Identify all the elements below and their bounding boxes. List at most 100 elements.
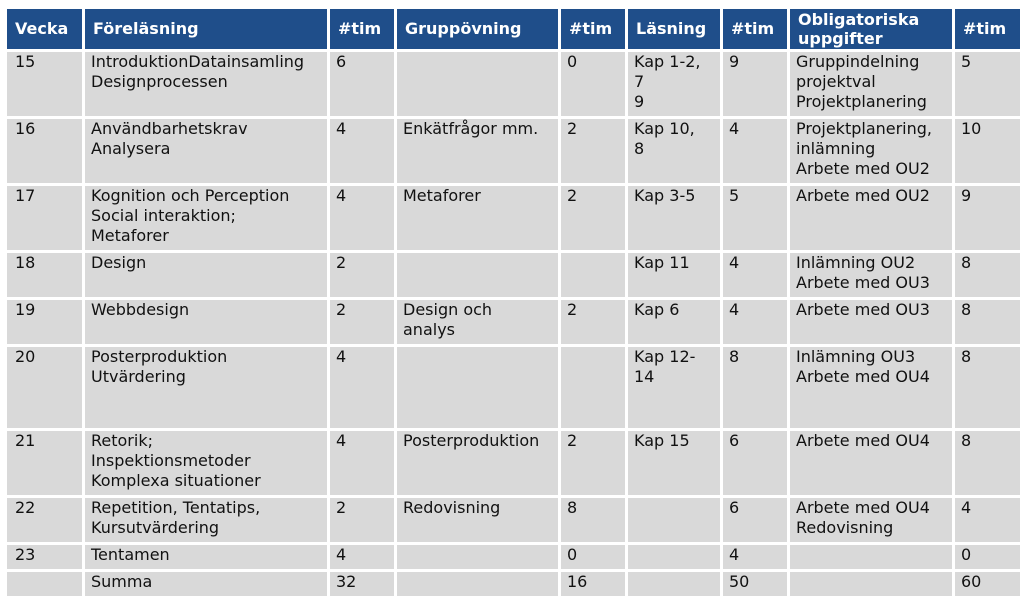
cell-uppgifter: Arbete med OU2 bbox=[790, 186, 952, 250]
cell-tim-lasning: 5 bbox=[723, 186, 787, 250]
summary-row: Summa 32 16 50 60 bbox=[7, 572, 1020, 596]
cell-tim-forelasning: 4 bbox=[330, 186, 394, 250]
cell-gruppovning: Enkätfrågor mm. bbox=[397, 119, 558, 183]
cell-tim-forelasning: 2 bbox=[330, 253, 394, 297]
table-row: 15 IntroduktionDatainsamling Designproces… bbox=[7, 52, 1020, 116]
cell-tim-uppgifter: 60 bbox=[955, 572, 1020, 596]
col-header-lasning: Läsning bbox=[628, 9, 720, 49]
cell-vecka: 16 bbox=[7, 119, 82, 183]
cell-tim-uppgifter: 8 bbox=[955, 300, 1020, 344]
schedule-table: Vecka Föreläsning #tim Gruppövning #tim … bbox=[4, 6, 1023, 599]
cell-lasning: Kap 12- 14 bbox=[628, 347, 720, 428]
cell-vecka: 15 bbox=[7, 52, 82, 116]
cell-tim-lasning: 6 bbox=[723, 431, 787, 495]
cell-tim-lasning: 4 bbox=[723, 300, 787, 344]
cell-uppgifter: Arbete med OU3 bbox=[790, 300, 952, 344]
cell-tim-forelasning: 4 bbox=[330, 545, 394, 569]
cell-tim-lasning: 6 bbox=[723, 498, 787, 542]
cell-lasning: Kap 11 bbox=[628, 253, 720, 297]
cell-gruppovning bbox=[397, 253, 558, 297]
cell-tim-gruppovning bbox=[561, 347, 625, 428]
cell-tim-uppgifter: 4 bbox=[955, 498, 1020, 542]
cell-vecka: 20 bbox=[7, 347, 82, 428]
table-row: 22 Repetition, Tentatips, Kursutvärdering… bbox=[7, 498, 1020, 542]
cell-tim-forelasning: 4 bbox=[330, 347, 394, 428]
cell-vecka: 17 bbox=[7, 186, 82, 250]
table-row: 20 Posterproduktion Utvärdering 4 Kap 12- 1… bbox=[7, 347, 1020, 428]
cell-uppgifter bbox=[790, 572, 952, 596]
cell-gruppovning bbox=[397, 545, 558, 569]
cell-tim-uppgifter: 8 bbox=[955, 347, 1020, 428]
table-row: 16 Användbarhetskrav Analysera 4 Enkätfrågo… bbox=[7, 119, 1020, 183]
cell-gruppovning bbox=[397, 572, 558, 596]
cell-tim-gruppovning: 0 bbox=[561, 52, 625, 116]
cell-tim-forelasning: 2 bbox=[330, 300, 394, 344]
cell-tim-lasning: 4 bbox=[723, 545, 787, 569]
cell-forelasning: Repetition, Tentatips, Kursutvärdering bbox=[85, 498, 327, 542]
cell-lasning: Kap 15 bbox=[628, 431, 720, 495]
cell-vecka: 19 bbox=[7, 300, 82, 344]
cell-gruppovning: Redovisning bbox=[397, 498, 558, 542]
col-header-tim-forelasning: #tim bbox=[330, 9, 394, 49]
cell-vecka: 21 bbox=[7, 431, 82, 495]
col-header-forelasning: Föreläsning bbox=[85, 9, 327, 49]
cell-tim-uppgifter: 10 bbox=[955, 119, 1020, 183]
cell-forelasning: Användbarhetskrav Analysera bbox=[85, 119, 327, 183]
cell-lasning: Kap 3-5 bbox=[628, 186, 720, 250]
table-row: 19 Webbdesign 2 Design och analys 2 Kap 6 4 Arb… bbox=[7, 300, 1020, 344]
cell-forelasning: IntroduktionDatainsamling Designprocesse… bbox=[85, 52, 327, 116]
cell-forelasning: Webbdesign bbox=[85, 300, 327, 344]
cell-forelasning: Posterproduktion Utvärdering bbox=[85, 347, 327, 428]
cell-tim-uppgifter: 9 bbox=[955, 186, 1020, 250]
col-header-gruppovning: Gruppövning bbox=[397, 9, 558, 49]
cell-uppgifter: Gruppindelning projektval Projektplaneri… bbox=[790, 52, 952, 116]
table-body: 15 IntroduktionDatainsamling Designproces… bbox=[7, 52, 1020, 596]
cell-forelasning: Retorik; Inspektionsmetoder Komplexa sit… bbox=[85, 431, 327, 495]
cell-tim-uppgifter: 8 bbox=[955, 431, 1020, 495]
cell-tim-lasning: 4 bbox=[723, 253, 787, 297]
cell-lasning: Kap 1-2, 7 9 bbox=[628, 52, 720, 116]
cell-uppgifter: Projektplanering, inlämning Arbete med O… bbox=[790, 119, 952, 183]
col-header-vecka: Vecka bbox=[7, 9, 82, 49]
cell-tim-lasning: 50 bbox=[723, 572, 787, 596]
cell-uppgifter: Arbete med OU4 bbox=[790, 431, 952, 495]
cell-tim-gruppovning: 2 bbox=[561, 186, 625, 250]
cell-vecka: 18 bbox=[7, 253, 82, 297]
header-row: Vecka Föreläsning #tim Gruppövning #tim … bbox=[7, 9, 1020, 49]
cell-tim-uppgifter: 0 bbox=[955, 545, 1020, 569]
cell-uppgifter bbox=[790, 545, 952, 569]
cell-tim-lasning: 8 bbox=[723, 347, 787, 428]
cell-vecka: 22 bbox=[7, 498, 82, 542]
cell-tim-forelasning: 4 bbox=[330, 119, 394, 183]
col-header-tim-gruppovning: #tim bbox=[561, 9, 625, 49]
cell-forelasning: Design bbox=[85, 253, 327, 297]
cell-tim-gruppovning: 2 bbox=[561, 431, 625, 495]
cell-tim-forelasning: 32 bbox=[330, 572, 394, 596]
cell-lasning: Kap 10, 8 bbox=[628, 119, 720, 183]
cell-tim-forelasning: 6 bbox=[330, 52, 394, 116]
cell-gruppovning: Metaforer bbox=[397, 186, 558, 250]
cell-tim-gruppovning: 2 bbox=[561, 119, 625, 183]
cell-tim-gruppovning: 0 bbox=[561, 545, 625, 569]
table-row: 17 Kognition och Perception Social intera… bbox=[7, 186, 1020, 250]
cell-uppgifter: Inlämning OU3 Arbete med OU4 bbox=[790, 347, 952, 428]
cell-lasning bbox=[628, 572, 720, 596]
cell-forelasning: Summa bbox=[85, 572, 327, 596]
cell-tim-gruppovning bbox=[561, 253, 625, 297]
cell-lasning: Kap 6 bbox=[628, 300, 720, 344]
cell-uppgifter: Inlämning OU2 Arbete med OU3 bbox=[790, 253, 952, 297]
col-header-tim-lasning: #tim bbox=[723, 9, 787, 49]
cell-tim-gruppovning: 2 bbox=[561, 300, 625, 344]
cell-lasning bbox=[628, 545, 720, 569]
cell-uppgifter: Arbete med OU4 Redovisning bbox=[790, 498, 952, 542]
table-row: 18 Design 2 Kap 11 4 Inlämning OU2 Arbete med… bbox=[7, 253, 1020, 297]
cell-forelasning: Tentamen bbox=[85, 545, 327, 569]
col-header-obligatoriska-uppgifter: Obligatoriska uppgifter bbox=[790, 9, 952, 49]
cell-tim-forelasning: 2 bbox=[330, 498, 394, 542]
cell-tim-uppgifter: 5 bbox=[955, 52, 1020, 116]
cell-tim-lasning: 4 bbox=[723, 119, 787, 183]
cell-tim-uppgifter: 8 bbox=[955, 253, 1020, 297]
cell-tim-lasning: 9 bbox=[723, 52, 787, 116]
cell-lasning bbox=[628, 498, 720, 542]
cell-gruppovning: Posterproduktion bbox=[397, 431, 558, 495]
